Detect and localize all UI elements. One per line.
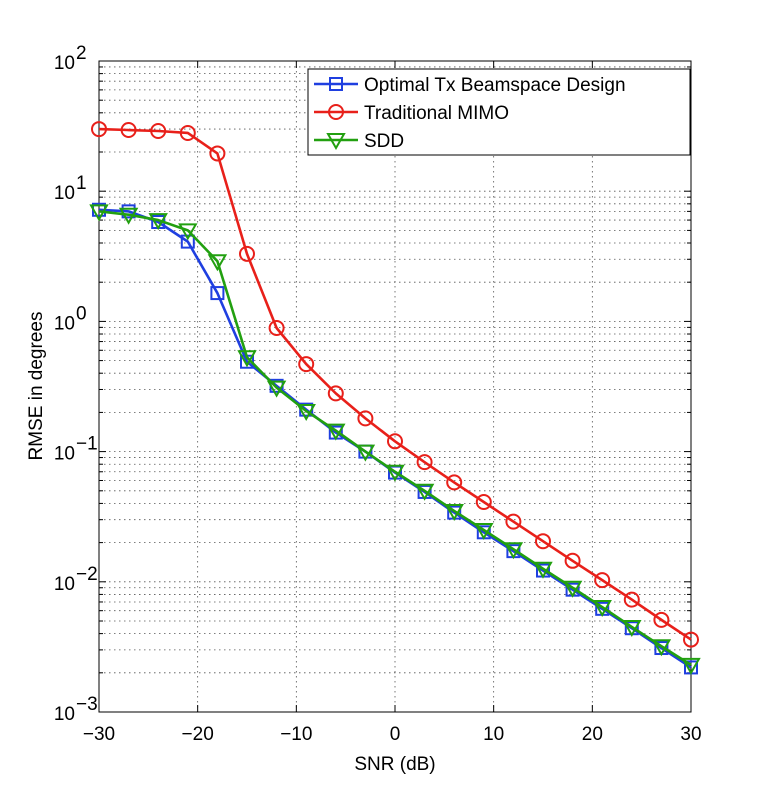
data-point (622, 619, 642, 637)
data-point (505, 513, 522, 530)
legend-entry: Optimal Tx Beamspace Design (314, 75, 626, 96)
x-axis-label: SNR (dB) (354, 754, 435, 775)
legend-box (307, 68, 691, 156)
y-tick-label-base: 10 (54, 183, 75, 204)
y-tick-label: 10 −2 (54, 564, 98, 595)
data-point (268, 319, 285, 336)
data-point (207, 254, 228, 272)
data-point (326, 423, 346, 441)
data-point (416, 454, 433, 471)
data-point (592, 600, 612, 618)
data-point (414, 483, 435, 501)
data-point (178, 223, 198, 241)
data-point (653, 611, 670, 628)
legend-entry: Traditional MIMO (314, 103, 509, 124)
series (89, 121, 701, 675)
data-point (118, 207, 139, 225)
y-tick-label: 10 −3 (54, 694, 98, 725)
data-point (355, 444, 376, 462)
data-point (385, 464, 405, 482)
y-tick-label-exponent: 2 (76, 43, 87, 64)
legend-marker (329, 77, 343, 91)
x-tick-labels: −30 −20 −10 0 10 20 30 (83, 724, 702, 745)
y-tick-label-exponent: −2 (76, 564, 98, 585)
y-axis-label: RMSE in degrees (26, 312, 47, 461)
data-point (681, 657, 701, 675)
data-point (594, 572, 611, 589)
data-point (266, 380, 287, 398)
data-point (535, 533, 551, 550)
data-point (209, 145, 226, 162)
series-1 (91, 121, 699, 648)
data-point (357, 410, 374, 427)
y-tick-label-base: 10 (54, 574, 75, 595)
y-tick-label-exponent: −1 (76, 434, 98, 455)
data-point (89, 204, 109, 222)
data-point (180, 234, 195, 249)
legend-label: Traditional MIMO (364, 103, 509, 124)
data-point (564, 552, 581, 569)
y-tick-label-base: 10 (54, 53, 75, 74)
data-point (237, 350, 257, 368)
data-point (210, 286, 225, 301)
x-tick-label: 0 (390, 724, 401, 745)
series-line (98, 210, 692, 666)
x-tick-label: −10 (280, 724, 312, 745)
legend-marker (326, 133, 346, 151)
data-point (651, 639, 672, 657)
legend-label: SDD (364, 131, 404, 152)
series-line (98, 208, 692, 669)
data-point (120, 122, 137, 139)
x-tick-label: −30 (83, 724, 115, 745)
y-tick-label-base: 10 (54, 313, 75, 334)
legend-label: Optimal Tx Beamspace Design (364, 75, 626, 96)
data-point (444, 503, 464, 521)
data-point (533, 561, 553, 579)
y-tick-label-base: 10 (54, 444, 75, 465)
y-tick-label: 10 0 (54, 303, 87, 334)
y-tick-label: 10 −1 (54, 434, 98, 465)
data-point (150, 122, 167, 139)
y-tick-label-exponent: 1 (76, 173, 87, 194)
legend: Optimal Tx Beamspace Design Traditional M… (307, 68, 691, 156)
y-tick-label-exponent: −3 (76, 694, 98, 715)
series-0 (92, 202, 698, 675)
y-tick-label-exponent: 0 (76, 303, 87, 324)
x-tick-label: 20 (582, 724, 603, 745)
data-point (387, 433, 403, 450)
data-point (296, 404, 316, 422)
x-tick-label: 30 (680, 724, 701, 745)
series-2 (89, 204, 701, 675)
data-point (91, 121, 107, 138)
legend-entry: SDD (314, 131, 404, 152)
x-tick-label: 10 (483, 724, 504, 745)
data-point (623, 591, 640, 608)
y-tick-label: 10 2 (54, 43, 87, 74)
data-point (179, 124, 196, 141)
data-point (446, 474, 463, 491)
data-point (562, 580, 583, 598)
data-point (503, 542, 524, 560)
legend-marker (328, 104, 344, 120)
data-point (474, 522, 494, 541)
data-point (239, 245, 255, 262)
data-point (475, 494, 492, 511)
data-point (327, 385, 344, 402)
data-point (683, 631, 699, 648)
x-tick-label: −20 (182, 724, 214, 745)
series-line (98, 127, 692, 641)
data-point (298, 356, 315, 373)
y-tick-label: 10 1 (54, 173, 87, 204)
data-point (148, 213, 168, 231)
y-tick-label-base: 10 (54, 704, 75, 725)
